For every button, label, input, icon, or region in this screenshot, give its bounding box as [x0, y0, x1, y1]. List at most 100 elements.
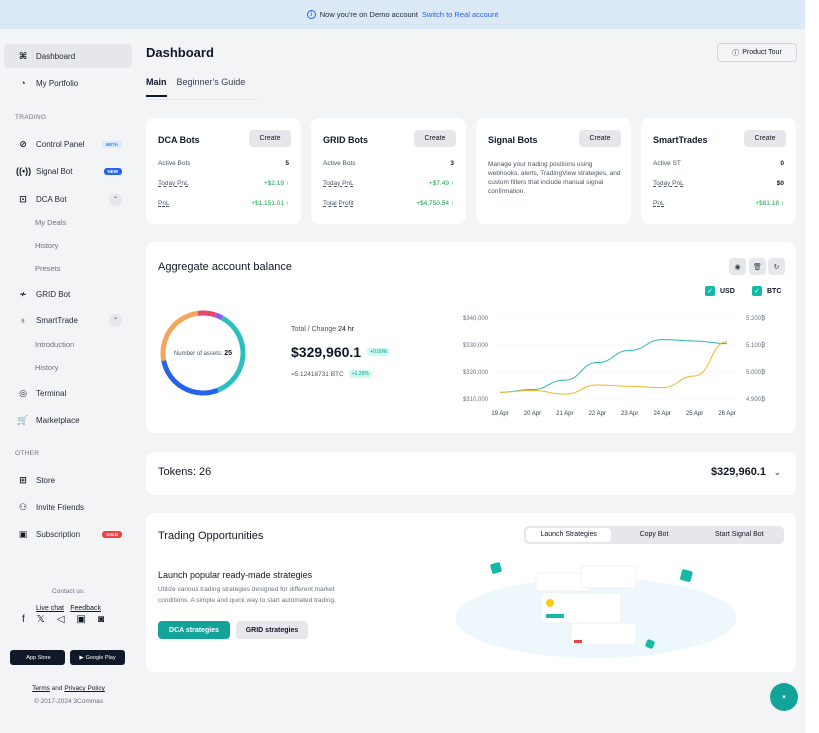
switch-to-real-link[interactable]: Switch to Real account — [421, 10, 499, 19]
stat-value: 3 — [450, 160, 454, 167]
sidebar-item-label: Dashboard — [36, 51, 76, 61]
stat-value: +$1,151.01 ↑ — [251, 200, 289, 207]
donut-segment — [216, 315, 246, 393]
sidebar-item-portfolio[interactable]: ◔ My Portfolio — [4, 71, 132, 95]
dca-bots-card: DCA Bots Create Active Bots 5 Today PnL +$… — [146, 118, 301, 224]
chevron-up-icon[interactable]: ⌃ — [109, 192, 122, 206]
app-store-button[interactable]: App Store — [10, 650, 65, 665]
telegram-icon[interactable]: ◁ — [56, 614, 65, 625]
sidebar-item-smarttrade[interactable]: ♁ SmartTrade ⌃ — [4, 308, 132, 332]
sidebar-item-subscription[interactable]: ▣ Subscription SALE — [4, 522, 132, 546]
google-play-button[interactable]: ▶ Google Play — [70, 650, 125, 665]
demo-banner-text: Now you're on Demo account — [319, 10, 418, 19]
live-chat-link[interactable]: Live chat — [35, 605, 65, 612]
sidebar-sub-dca-history[interactable]: History — [35, 241, 59, 250]
refresh-icon[interactable]: ↻ — [768, 258, 785, 275]
tab-main[interactable]: Main — [146, 77, 167, 97]
sidebar-item-marketplace[interactable]: 🛒 Marketplace — [4, 408, 132, 432]
tab-start-signal-bot[interactable]: Start Signal Bot — [715, 531, 764, 538]
scrollbar[interactable] — [805, 0, 819, 733]
privacy-link[interactable]: Privacy Policy — [64, 685, 105, 692]
subscription-icon: ▣ — [18, 528, 28, 539]
tokens-value: $329,960.1 — [710, 466, 766, 478]
card-title: SmartTrades — [653, 135, 708, 145]
series-line-usd — [499, 339, 728, 393]
product-tour-button[interactable]: ⓘ Product Tour — [717, 43, 797, 62]
stat-row: Active Bots 5 — [158, 160, 289, 167]
tokens-card[interactable]: Tokens: 26 $329,960.1 ⌄ — [146, 452, 796, 495]
change-label-row: Total / Change 24 hr — [291, 326, 354, 333]
sidebar-item-invite[interactable]: ⚇ Invite Friends — [4, 495, 132, 519]
donut-segment — [160, 310, 199, 362]
change-label: Total / Change — [291, 326, 337, 333]
opportunities-segmented-control: Launch Strategies Copy Bot Start Signal … — [524, 526, 784, 544]
trash-icon[interactable]: 🗑 — [749, 258, 766, 275]
stat-value: 5 — [285, 160, 289, 167]
sidebar-item-dashboard[interactable]: ⌘ Dashboard — [4, 44, 132, 68]
grid-bot-icon: ≁ — [19, 288, 27, 299]
stat-row: PnL +$81.18 ↑ — [653, 200, 784, 207]
assets-donut: Number of assets: 25 — [160, 310, 246, 396]
usd-checkbox[interactable]: ✓ USD — [705, 286, 735, 296]
tokens-title: Tokens: 26 — [158, 466, 212, 478]
create-signal-bot-button[interactable]: Create — [579, 130, 621, 147]
x-tick: 20 Apr — [524, 411, 541, 417]
control-panel-icon: ⊘ — [19, 138, 27, 149]
chat-support-button[interactable]: ▪ — [770, 683, 798, 711]
dashboard-icon: ⌘ — [18, 50, 28, 61]
opportunities-headline: Launch popular ready-made strategies — [158, 570, 313, 580]
trading-opportunities-card: Trading Opportunities Launch Strategies … — [146, 513, 796, 672]
grid-strategies-button[interactable]: GRID strategies — [236, 621, 308, 639]
sidebar-item-signal-bot[interactable]: ((•)) Signal Bot NEW — [4, 159, 132, 183]
sidebar-item-control-panel[interactable]: ⊘ Control Panel BETA — [4, 132, 132, 156]
stat-row: Today PnL +$7.49 ↑ — [323, 180, 454, 187]
terms-link[interactable]: Terms — [32, 685, 50, 692]
terminal-icon: ◎ — [19, 387, 27, 398]
tab-launch-strategies[interactable]: Launch Strategies — [526, 528, 612, 542]
demo-banner: i Now you're on Demo account Switch to R… — [0, 0, 805, 29]
stat-row: Today PnL $0 — [653, 180, 784, 187]
facebook-icon[interactable]: f — [22, 614, 25, 625]
tabs-divider — [146, 99, 257, 100]
sidebar-item-dca-bot[interactable]: ⊡ DCA Bot ⌃ — [4, 187, 132, 211]
youtube-icon[interactable]: ▣ — [76, 614, 86, 625]
sidebar-item-grid-bot[interactable]: ≁ GRID Bot — [4, 282, 132, 306]
assets-count: 25 — [224, 350, 232, 357]
sidebar-item-label: Signal Bot — [36, 166, 73, 176]
btc-checkbox[interactable]: ✓ BTC — [752, 286, 781, 296]
app-store-label: App Store — [26, 654, 51, 661]
discord-icon[interactable]: ◙ — [98, 614, 105, 625]
sidebar-item-terminal[interactable]: ◎ Terminal — [4, 381, 132, 405]
create-dca-bot-button[interactable]: Create — [249, 130, 291, 147]
stat-label: Active ST — [653, 160, 681, 167]
donut-segment — [197, 310, 217, 318]
usd-label: USD — [720, 287, 735, 295]
create-smarttrade-button[interactable]: Create — [744, 130, 786, 147]
main-content: Dashboard ⓘ Product Tour Main Beginner's… — [137, 29, 805, 733]
total-change-badge: +0.09% — [367, 348, 391, 356]
card-title: GRID Bots — [323, 135, 368, 145]
total-balance: $329,960.1 — [291, 344, 362, 360]
chat-icon: ▪ — [782, 691, 786, 703]
opportunities-desc-1: Utilize various trading strategies desig… — [158, 586, 335, 593]
sidebar-sub-presets[interactable]: Presets — [35, 264, 61, 273]
eye-icon[interactable]: ◉ — [729, 258, 746, 275]
create-grid-bot-button[interactable]: Create — [414, 130, 456, 147]
change-period: 24 hr — [338, 326, 355, 333]
chevron-down-icon[interactable]: ⌄ — [773, 467, 781, 477]
sidebar-sub-my-deals[interactable]: My Deals — [35, 218, 67, 227]
stat-label: Today PnL — [158, 180, 189, 187]
sidebar-item-label: Control Panel — [36, 139, 85, 149]
tab-beginners-guide[interactable]: Beginner's Guide — [176, 77, 246, 87]
sidebar-sub-introduction[interactable]: Introduction — [35, 340, 75, 349]
x-twitter-icon[interactable]: 𝕏 — [36, 614, 45, 625]
svg-text:Number of assets: 25: Number of assets: 25 — [174, 350, 232, 357]
sidebar-item-store[interactable]: ⊞ Store — [4, 468, 132, 492]
stat-value: 0 — [780, 160, 784, 167]
sidebar-sub-smarttrade-history[interactable]: History — [35, 363, 59, 372]
stat-row: Today PnL +$2.19 ↑ — [158, 180, 289, 187]
chevron-up-icon[interactable]: ⌃ — [109, 313, 122, 327]
feedback-link[interactable]: Feedback — [70, 605, 101, 612]
tab-copy-bot[interactable]: Copy Bot — [639, 531, 669, 538]
dca-strategies-button[interactable]: DCA strategies — [158, 621, 230, 639]
